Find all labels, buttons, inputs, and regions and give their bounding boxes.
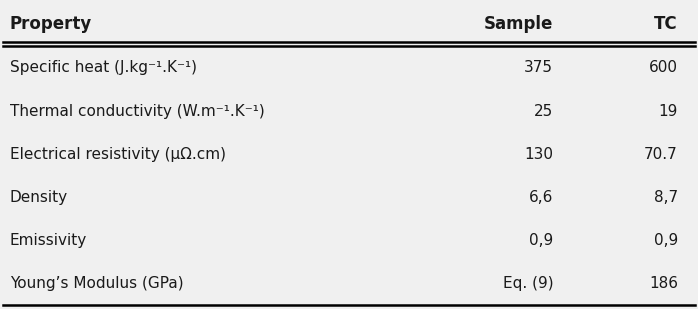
Text: 186: 186 [649,276,678,290]
Text: 130: 130 [524,146,554,162]
Text: TC: TC [654,15,678,33]
Text: Electrical resistivity (μΩ.cm): Electrical resistivity (μΩ.cm) [10,146,225,162]
Text: 19: 19 [658,104,678,119]
Text: 70.7: 70.7 [644,146,678,162]
Text: 600: 600 [649,61,678,75]
Text: 375: 375 [524,61,554,75]
Text: Sample: Sample [484,15,554,33]
Text: Specific heat (J.kg⁻¹.K⁻¹): Specific heat (J.kg⁻¹.K⁻¹) [10,61,197,75]
Text: Density: Density [10,189,68,205]
Text: Property: Property [10,15,92,33]
Text: Thermal conductivity (W.m⁻¹.K⁻¹): Thermal conductivity (W.m⁻¹.K⁻¹) [10,104,265,119]
Text: Emissivity: Emissivity [10,233,87,248]
Text: 6,6: 6,6 [529,189,554,205]
Text: 25: 25 [534,104,554,119]
Text: 8,7: 8,7 [654,189,678,205]
Text: Young’s Modulus (GPa): Young’s Modulus (GPa) [10,276,184,290]
Text: 0,9: 0,9 [529,233,554,248]
Text: Eq. (9): Eq. (9) [503,276,554,290]
Text: 0,9: 0,9 [653,233,678,248]
